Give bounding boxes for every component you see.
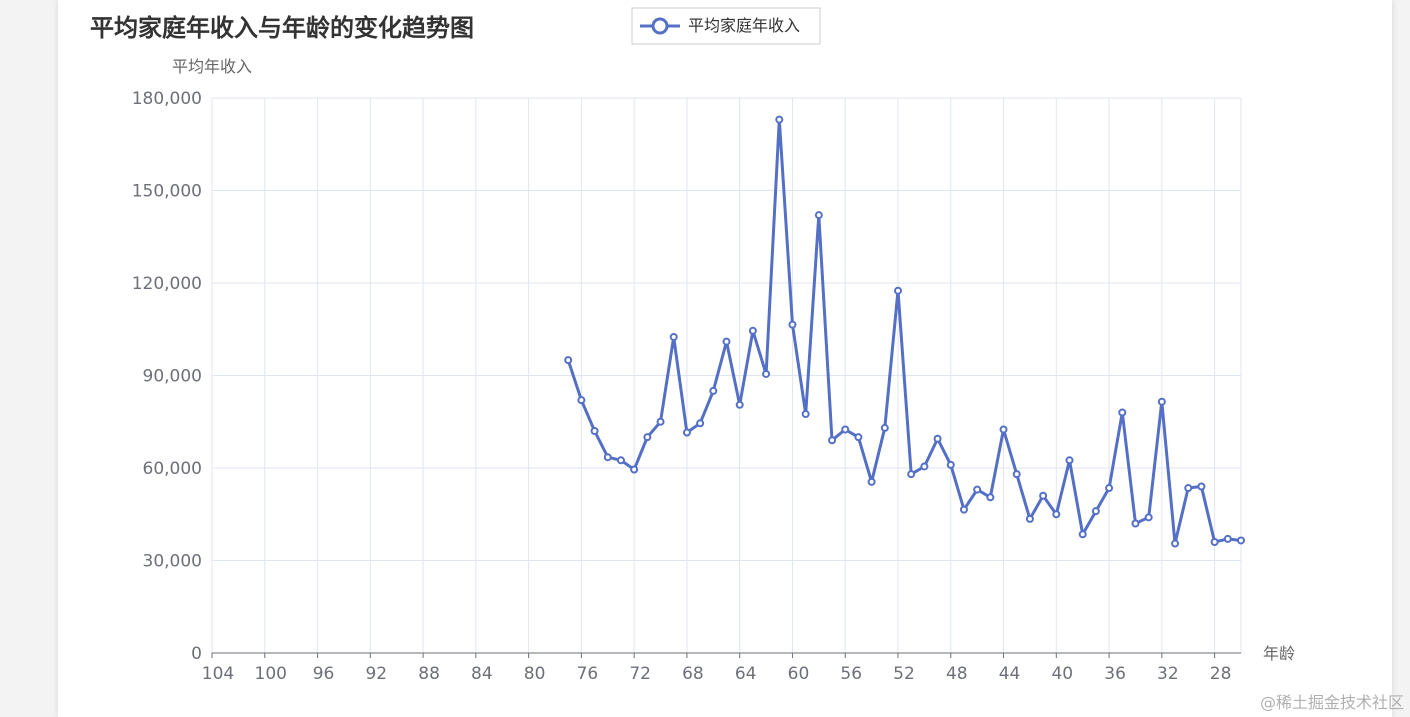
x-tick-label: 44 [999, 664, 1021, 684]
x-tick-label: 56 [840, 664, 862, 684]
data-point [814, 211, 823, 220]
x-tick-label: 32 [1157, 664, 1179, 684]
data-point [907, 470, 916, 479]
data-point [1157, 397, 1166, 406]
data-point [1131, 519, 1140, 528]
data-point [682, 428, 691, 437]
data-point [590, 427, 599, 435]
data-point [1012, 470, 1021, 479]
data-point [1025, 514, 1034, 523]
x-tick-label: 40 [1051, 664, 1073, 684]
data-point [656, 417, 665, 426]
data-point [1078, 530, 1087, 539]
x-axis-label: 年龄 [1263, 644, 1295, 663]
x-tick-label: 60 [788, 664, 810, 684]
x-tick-label: 48 [946, 664, 968, 684]
y-axis-label: 平均年收入 [172, 57, 252, 76]
data-point [630, 465, 639, 474]
legend[interactable]: 平均家庭年收入 [631, 7, 821, 45]
chart-title: 平均家庭年收入与年龄的变化趋势图 [90, 14, 474, 42]
data-point [973, 485, 982, 494]
data-point [722, 337, 731, 346]
x-tick-label: 84 [471, 664, 493, 684]
data-point [1052, 510, 1061, 519]
x-tick-label: 52 [893, 664, 915, 684]
data-point [946, 460, 955, 469]
data-point [1223, 534, 1232, 543]
y-tick-label: 180,000 [132, 89, 202, 109]
data-point [1237, 536, 1245, 545]
watermark: @稀土掘金技术社区 [1259, 693, 1404, 712]
data-point [867, 477, 876, 486]
data-point [933, 434, 942, 443]
x-tick-label: 76 [577, 664, 599, 684]
data-point [854, 433, 863, 442]
data-point [775, 115, 784, 124]
data-point [1210, 538, 1219, 546]
chart-card [58, 0, 1392, 717]
x-tick-label: 68 [682, 664, 704, 684]
data-point [643, 433, 652, 442]
data-point [669, 332, 678, 341]
data-point [959, 505, 968, 514]
data-point [999, 425, 1008, 434]
data-point [801, 410, 810, 419]
data-point [1105, 484, 1114, 493]
y-tick-label: 0 [191, 644, 202, 664]
data-point [841, 425, 850, 434]
data-point [788, 320, 797, 329]
y-tick-label: 30,000 [143, 552, 202, 572]
data-point [603, 453, 612, 462]
x-tick-label: 100 [255, 664, 287, 684]
axes: 0 30,000 60,000 90,000 120,000 150,000 180,000… [132, 89, 1241, 684]
data-point [880, 423, 889, 432]
data-point [1065, 456, 1074, 465]
data-point [1039, 491, 1048, 500]
y-tick-label: 60,000 [143, 459, 202, 479]
data-point [616, 456, 625, 465]
data-point [1171, 539, 1180, 548]
legend-marker-icon [651, 17, 669, 35]
data-point [735, 400, 744, 409]
y-tick-label: 120,000 [132, 274, 202, 294]
y-tick-label: 150,000 [132, 182, 202, 202]
data-point [828, 436, 837, 445]
data-point [709, 386, 718, 395]
x-tick-label: 88 [418, 664, 440, 684]
data-point [1091, 507, 1100, 516]
x-tick-label: 96 [313, 664, 335, 684]
data-point [1197, 482, 1206, 491]
grid [211, 97, 1242, 653]
y-tick-label: 90,000 [143, 367, 202, 387]
data-point [748, 326, 757, 335]
legend-label: 平均家庭年收入 [688, 16, 800, 35]
data-point [894, 286, 902, 295]
data-point [986, 493, 995, 502]
data-point [762, 369, 771, 378]
series-line [566, 118, 1242, 545]
x-tick-label: 80 [524, 664, 546, 684]
data-point [1144, 513, 1153, 522]
x-tick-label: 36 [1104, 664, 1126, 684]
data-point [1118, 408, 1127, 417]
x-tick-label: 28 [1210, 664, 1232, 684]
data-point [564, 356, 573, 365]
x-tick-label: 72 [629, 664, 651, 684]
series [564, 115, 1245, 548]
x-tick-label: 104 [202, 664, 234, 684]
data-point [696, 419, 705, 428]
data-point [1184, 484, 1193, 493]
x-tick-label: 64 [735, 664, 757, 684]
x-tick-label: 92 [365, 664, 387, 684]
data-point [920, 462, 929, 471]
data-point [577, 396, 586, 405]
